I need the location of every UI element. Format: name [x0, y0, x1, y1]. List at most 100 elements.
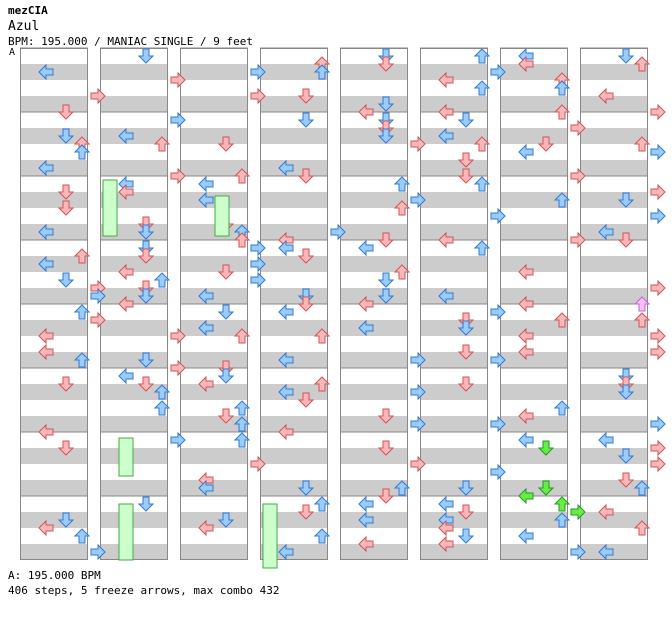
left-arrow-icon: [118, 175, 134, 193]
column-border: [340, 48, 408, 560]
left-arrow-icon: [38, 63, 54, 81]
right-arrow-icon: [490, 463, 506, 481]
stripe: [20, 416, 88, 432]
up-arrow-icon: [153, 136, 171, 152]
stripe: [500, 320, 568, 336]
stripe: [340, 448, 408, 464]
stripe: [260, 160, 328, 176]
right-arrow-icon: [490, 63, 506, 81]
right-arrow-icon: [490, 351, 506, 369]
stripe: [20, 512, 88, 528]
down-arrow-icon: [457, 480, 475, 496]
down-arrow-icon: [617, 192, 635, 208]
down-arrow-icon: [137, 352, 155, 368]
stripe: [500, 384, 568, 400]
stripe: [420, 480, 488, 496]
up-arrow-icon: [153, 384, 171, 400]
up-arrow-icon: [633, 56, 651, 72]
left-arrow-icon: [278, 239, 294, 257]
stripe: [340, 256, 408, 272]
up-arrow-icon: [313, 528, 331, 544]
left-arrow-icon: [198, 471, 214, 489]
left-arrow-icon: [518, 407, 534, 425]
song-author: mezCIA: [8, 4, 48, 17]
left-arrow-icon: [358, 511, 374, 529]
stripe: [260, 288, 328, 304]
down-arrow-icon: [137, 288, 155, 304]
up-arrow-icon: [73, 304, 91, 320]
stripe: [420, 224, 488, 240]
right-arrow-icon: [170, 111, 186, 129]
stripe: [580, 224, 648, 240]
right-arrow-icon: [90, 311, 106, 329]
up-arrow-icon: [393, 176, 411, 192]
down-arrow-icon: [137, 496, 155, 512]
right-arrow-icon: [330, 223, 346, 241]
column-border: [260, 48, 328, 560]
left-arrow-icon: [518, 143, 534, 161]
up-arrow-icon: [393, 264, 411, 280]
up-arrow-icon: [553, 104, 571, 120]
right-arrow-icon: [570, 231, 586, 249]
left-arrow-icon: [278, 303, 294, 321]
left-arrow-icon: [438, 535, 454, 553]
down-arrow-icon: [297, 392, 315, 408]
right-arrow-icon: [410, 455, 426, 473]
stripe: [260, 128, 328, 144]
right-arrow-icon: [170, 431, 186, 449]
stripe: [180, 96, 248, 112]
right-arrow-icon: [90, 287, 106, 305]
down-arrow-icon: [137, 224, 155, 240]
left-arrow-icon: [118, 183, 134, 201]
stripe: [580, 96, 648, 112]
left-arrow-icon: [38, 423, 54, 441]
stripe: [500, 544, 568, 560]
stripe: [500, 256, 568, 272]
down-arrow-icon: [617, 472, 635, 488]
right-arrow-icon: [650, 103, 666, 121]
up-arrow-icon: [553, 192, 571, 208]
left-arrow-icon: [518, 263, 534, 281]
up-arrow-icon: [73, 352, 91, 368]
up-arrow-icon: [553, 400, 571, 416]
down-arrow-icon: [297, 168, 315, 184]
stripe: [340, 384, 408, 400]
freeze-arrow-body: [118, 437, 134, 477]
down-arrow-icon: [57, 128, 75, 144]
stripe: [340, 288, 408, 304]
right-arrow-icon: [490, 207, 506, 225]
stripe: [20, 256, 88, 272]
right-arrow-icon: [570, 167, 586, 185]
left-arrow-icon: [38, 223, 54, 241]
freeze-arrow-body: [262, 503, 278, 569]
right-arrow-icon: [650, 343, 666, 361]
right-arrow-icon: [250, 87, 266, 105]
stripe: [180, 416, 248, 432]
stripe: [260, 480, 328, 496]
left-arrow-icon: [278, 351, 294, 369]
down-arrow-icon: [377, 440, 395, 456]
down-arrow-icon: [57, 272, 75, 288]
down-arrow-icon: [57, 184, 75, 200]
stripe: [180, 288, 248, 304]
down-arrow-icon: [617, 384, 635, 400]
right-arrow-icon: [250, 63, 266, 81]
down-arrow-icon: [457, 320, 475, 336]
stripe: [180, 128, 248, 144]
up-arrow-icon: [233, 168, 251, 184]
up-arrow-icon: [393, 200, 411, 216]
stripe: [260, 192, 328, 208]
up-arrow-icon: [633, 520, 651, 536]
stripe: [260, 96, 328, 112]
up-arrow-icon: [553, 512, 571, 528]
stripe: [100, 544, 168, 560]
stripe: [420, 416, 488, 432]
right-arrow-icon: [410, 383, 426, 401]
left-arrow-icon: [438, 127, 454, 145]
stripe: [260, 448, 328, 464]
left-arrow-icon: [198, 319, 214, 337]
stripe: [340, 544, 408, 560]
up-arrow-icon: [393, 480, 411, 496]
footer-bpm-line: A: 195.000 BPM: [8, 569, 101, 582]
stripe: [420, 64, 488, 80]
